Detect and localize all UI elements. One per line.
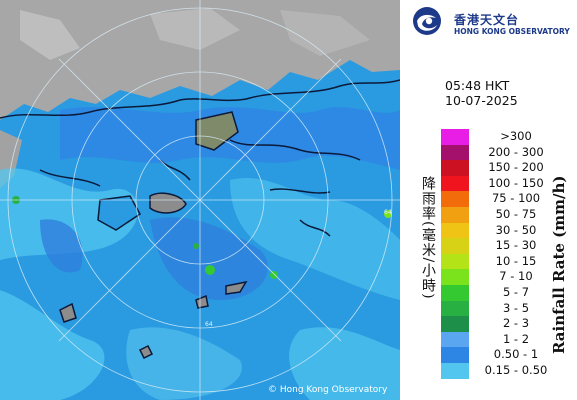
legend-labels: >300 200 - 300 150 - 200 100 - 150 75 - 100 5…: [481, 129, 551, 379]
legend-swatch: [441, 362, 469, 379]
org-name-zh: 香港天文台: [454, 13, 520, 27]
time-label: 05:48 HKT: [445, 78, 510, 93]
legend-label: 150 - 200: [488, 160, 544, 175]
legend-swatch: [441, 144, 469, 161]
legend-swatch: [441, 129, 469, 145]
legend-label: >300: [500, 129, 532, 143]
ring-label: 64: [205, 321, 213, 328]
legend-swatch: [441, 191, 469, 207]
legend-label: 200 - 300: [488, 144, 544, 159]
radar-image: 64 64: [0, 0, 400, 400]
legend-label: 5 - 7: [502, 284, 530, 299]
legend-title-zh: 降雨率(毫米/小時): [420, 176, 436, 300]
legend-label: 10 - 15: [495, 253, 537, 268]
legend-label: 0.15 - 0.50: [484, 362, 548, 377]
legend-label: 50 - 75: [495, 206, 537, 221]
date-label: 10-07-2025: [445, 93, 518, 108]
legend-swatch: [441, 316, 469, 332]
legend-swatch: [441, 206, 469, 223]
legend-swatch: [441, 222, 469, 239]
ring-label: 64: [384, 209, 392, 216]
legend-label: 100 - 150: [488, 175, 544, 190]
legend-label: 7 - 10: [499, 269, 533, 284]
legend-label: 2 - 3: [502, 316, 530, 331]
legend-swatch: [441, 269, 469, 285]
legend-swatch: [441, 160, 469, 176]
legend-label: 15 - 30: [495, 238, 537, 253]
legend-label: 0.50 - 1: [493, 347, 539, 362]
hko-logo-icon: [413, 7, 441, 35]
legend-label: 1 - 2: [502, 331, 530, 346]
legend-panel: [400, 0, 577, 400]
legend-swatch: [441, 300, 469, 317]
radar-map[interactable]: 64 64 © Hong Kong Observatory: [0, 0, 400, 400]
copyright-text: © Hong Kong Observatory: [268, 385, 388, 395]
legend-swatch: [441, 331, 469, 348]
legend-swatch: [441, 238, 469, 254]
legend-label: 30 - 50: [495, 222, 537, 237]
legend-swatch: [441, 347, 469, 363]
org-name-en: HONG KONG OBSERVATORY: [454, 27, 570, 36]
legend-title-en: Rainfall Rate (mm/h): [550, 175, 568, 354]
legend-swatch: [441, 253, 469, 270]
legend-label: 3 - 5: [502, 300, 530, 315]
legend-color-bar: [441, 129, 469, 379]
legend-swatch: [441, 175, 469, 192]
island-lantau: [149, 192, 187, 214]
legend-swatch: [441, 284, 469, 301]
hko-logo[interactable]: 香港天文台 HONG KONG OBSERVATORY: [412, 6, 572, 40]
legend-label: 75 - 100: [491, 191, 541, 206]
